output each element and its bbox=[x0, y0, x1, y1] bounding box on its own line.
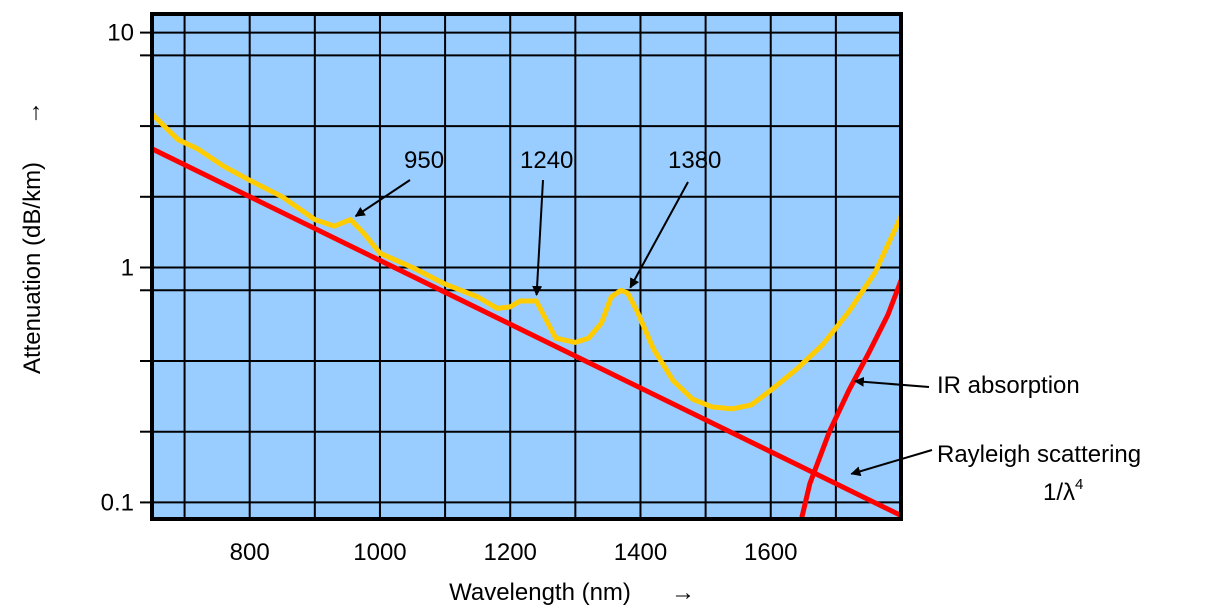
arrow-950 bbox=[354, 179, 411, 218]
x-tick-label: 1200 bbox=[484, 539, 537, 566]
lambda-formula-base: 1/λ bbox=[1043, 479, 1075, 506]
y-axis-arrow: → bbox=[19, 101, 46, 125]
y-axis-title-group: Attenuation (dB/km) bbox=[19, 162, 46, 374]
arrow-1380 bbox=[629, 181, 689, 289]
annotation-950: 950 bbox=[404, 147, 444, 174]
annotation-1240: 1240 bbox=[520, 147, 573, 174]
arrow-rayleigh-scattering bbox=[850, 449, 933, 477]
annotation-rayleigh-scattering: Rayleigh scattering bbox=[937, 441, 1141, 468]
rayleigh-scattering-line bbox=[152, 146, 901, 518]
y-tick-label: 10 bbox=[107, 20, 134, 47]
tick-labels: 800 1000 1200 1400 1600 0.1 1 10 bbox=[101, 20, 798, 566]
y-tick-label: 1 bbox=[121, 255, 134, 282]
annotation-arrows bbox=[354, 179, 933, 477]
annotation-ir-absorption: IR absorption bbox=[937, 372, 1080, 399]
x-tick-label: 800 bbox=[230, 539, 270, 566]
annotation-1380: 1380 bbox=[668, 147, 721, 174]
x-tick-label: 1000 bbox=[353, 539, 406, 566]
x-axis-arrow: → bbox=[671, 579, 695, 606]
lambda-formula-exponent: 4 bbox=[1075, 476, 1083, 493]
x-axis-title-group: Wavelength (nm) → bbox=[449, 579, 695, 606]
x-tick-label: 1600 bbox=[744, 539, 797, 566]
y-tick-label: 0.1 bbox=[101, 489, 134, 516]
ir-absorption-curve bbox=[798, 278, 901, 519]
series-layer bbox=[152, 111, 901, 519]
x-tick-label: 1400 bbox=[614, 539, 667, 566]
y-axis-arrow-group: → bbox=[19, 101, 46, 125]
x-axis-title: Wavelength (nm) bbox=[449, 579, 631, 606]
attenuation-curve bbox=[152, 111, 901, 412]
arrow-ir-absorption bbox=[853, 376, 930, 388]
plot-area bbox=[152, 14, 901, 519]
plot-frame bbox=[150, 12, 903, 521]
annotation-lambda-formula: 1/λ4 bbox=[1043, 476, 1083, 506]
y-axis-title: Attenuation (dB/km) bbox=[19, 162, 46, 374]
arrow-1240 bbox=[532, 179, 544, 296]
